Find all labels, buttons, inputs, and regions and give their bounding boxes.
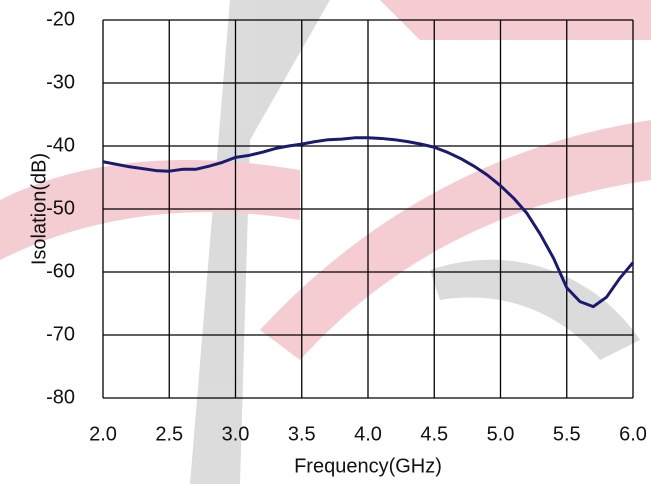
x-tick-label: 4.5 <box>420 423 448 445</box>
x-tick-label: 2.5 <box>155 423 183 445</box>
x-tick-label: 2.0 <box>89 423 117 445</box>
x-tick-label: 3.0 <box>222 423 250 445</box>
y-axis-label: Isolation(dB) <box>28 153 50 265</box>
y-tick-label: -70 <box>46 323 75 345</box>
y-tick-label: -40 <box>46 134 75 156</box>
y-tick-label: -30 <box>46 71 75 93</box>
x-tick-label: 3.5 <box>288 423 316 445</box>
y-tick-label: -80 <box>46 386 75 408</box>
x-tick-label: 5.0 <box>487 423 515 445</box>
y-tick-label: -20 <box>46 8 75 30</box>
y-tick-label: -60 <box>46 260 75 282</box>
x-tick-label: 4.0 <box>354 423 382 445</box>
data-line <box>102 136 635 309</box>
x-axis-label: Frequency(GHz) <box>294 455 442 477</box>
x-tick-label: 6.0 <box>619 423 647 445</box>
x-tick-label: 5.5 <box>553 423 581 445</box>
y-tick-label: -50 <box>46 197 75 219</box>
